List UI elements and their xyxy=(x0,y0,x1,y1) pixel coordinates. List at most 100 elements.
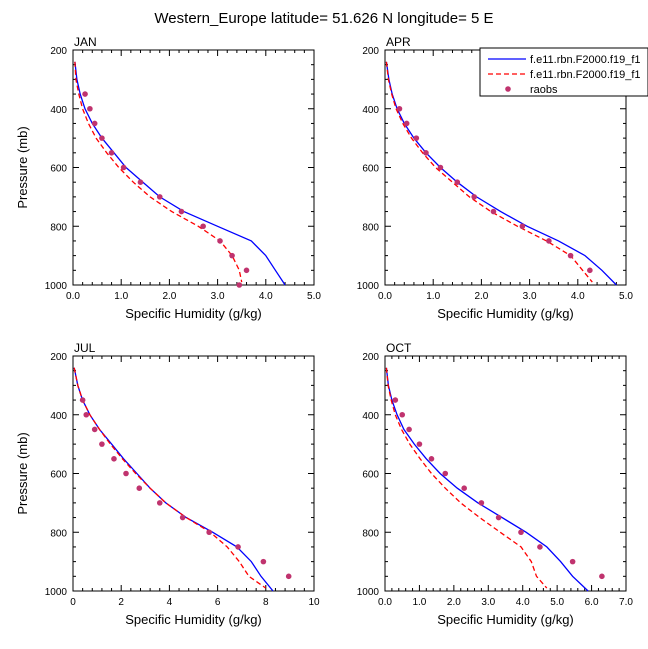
model-line-dashed xyxy=(73,367,267,589)
y-tick-label: 200 xyxy=(50,46,67,57)
raobs-point xyxy=(235,544,241,550)
legend-label: f.e11.rbn.F2000.f19_f1 xyxy=(530,69,641,81)
y-tick-label: 1000 xyxy=(45,587,68,598)
x-tick-label: 7.0 xyxy=(619,597,633,608)
x-axis-label: Specific Humidity (g/kg) xyxy=(125,306,262,321)
raobs-point xyxy=(79,397,86,403)
raobs-point xyxy=(413,135,420,141)
x-tick-label: 2 xyxy=(118,597,124,608)
plot-frame xyxy=(72,49,315,286)
model-line-dashed xyxy=(385,367,548,589)
x-tick-label: 0.0 xyxy=(378,291,392,302)
model-line-solid xyxy=(74,61,286,286)
model-line-dashed xyxy=(385,61,593,283)
raobs-point xyxy=(200,223,206,230)
x-axis-label: Specific Humidity (g/kg) xyxy=(125,612,262,627)
x-tick-label: 5.0 xyxy=(307,291,321,302)
raobs-point xyxy=(243,267,250,274)
raobs-point xyxy=(461,485,467,491)
plot-frame xyxy=(384,355,627,592)
raobs-point xyxy=(206,529,212,536)
x-axis-label: Specific Humidity (g/kg) xyxy=(437,306,574,321)
raobs-point xyxy=(285,573,292,580)
raobs-point xyxy=(392,397,399,403)
raobs-point xyxy=(91,120,98,127)
raobs-point xyxy=(437,164,444,171)
raobs-point xyxy=(399,411,406,418)
raobs-point xyxy=(599,573,605,580)
x-tick-label: 2.0 xyxy=(474,291,488,302)
x-tick-label: 6 xyxy=(215,597,221,608)
plot-frame xyxy=(72,355,315,592)
x-tick-label: 8 xyxy=(263,597,269,608)
x-tick-label: 4 xyxy=(167,597,173,608)
raobs-point xyxy=(396,105,403,112)
y-axis-label: Pressure (mb) xyxy=(15,432,30,514)
y-tick-label: 400 xyxy=(50,105,67,116)
y-tick-label: 800 xyxy=(50,528,67,539)
raobs-point xyxy=(518,529,524,536)
raobs-point xyxy=(87,105,93,112)
y-tick-label: 800 xyxy=(362,528,379,539)
raobs-point xyxy=(156,500,163,506)
y-tick-label: 400 xyxy=(50,411,67,422)
panel-label: JUL xyxy=(74,341,96,355)
raobs-point xyxy=(478,500,485,506)
x-tick-label: 5.0 xyxy=(619,291,633,302)
raobs-point xyxy=(120,164,127,171)
raobs-point xyxy=(136,485,143,491)
raobs-point xyxy=(260,558,267,565)
raobs-point xyxy=(123,470,129,477)
y-tick-label: 400 xyxy=(362,411,379,422)
x-tick-label: 0.0 xyxy=(378,597,392,608)
x-tick-label: 1.0 xyxy=(114,291,128,302)
raobs-point xyxy=(495,514,502,521)
legend-marker xyxy=(505,86,511,92)
panel-label: OCT xyxy=(386,341,412,355)
raobs-point xyxy=(137,179,144,185)
x-tick-label: 3.0 xyxy=(523,291,537,302)
raobs-point xyxy=(91,426,98,433)
x-tick-label: 4.0 xyxy=(516,597,530,608)
y-tick-label: 1000 xyxy=(357,281,380,292)
raobs-point xyxy=(490,208,497,215)
raobs-point xyxy=(416,441,423,447)
x-tick-label: 4.0 xyxy=(259,291,273,302)
y-tick-label: 800 xyxy=(50,222,67,233)
x-tick-label: 0 xyxy=(70,597,76,608)
raobs-point xyxy=(428,456,435,462)
y-axis-label: Pressure (mb) xyxy=(15,126,30,208)
model-line-dashed xyxy=(74,61,243,283)
y-tick-label: 1000 xyxy=(357,587,380,598)
x-axis-label: Specific Humidity (g/kg) xyxy=(437,612,574,627)
x-tick-label: 2.0 xyxy=(447,597,461,608)
raobs-point xyxy=(423,150,429,156)
y-tick-label: 200 xyxy=(362,46,379,57)
y-tick-label: 400 xyxy=(362,105,379,116)
raobs-point xyxy=(111,456,117,462)
x-tick-label: 3.0 xyxy=(211,291,225,302)
raobs-point xyxy=(454,179,461,185)
x-tick-label: 1.0 xyxy=(412,597,426,608)
legend: f.e11.rbn.F2000.f19_f1 f.e11.rbn.F2000.f1… xyxy=(479,47,648,97)
raobs-point xyxy=(156,194,163,200)
raobs-point xyxy=(108,150,115,156)
model-line-solid xyxy=(385,367,589,592)
raobs-point xyxy=(229,252,235,259)
raobs-point xyxy=(178,208,185,215)
y-tick-label: 200 xyxy=(50,352,67,363)
y-tick-label: 600 xyxy=(362,470,379,481)
model-line-solid xyxy=(385,61,617,286)
y-tick-label: 200 xyxy=(362,352,379,363)
raobs-point xyxy=(82,91,88,97)
raobs-point xyxy=(569,558,576,565)
raobs-point xyxy=(83,411,90,418)
raobs-point xyxy=(519,223,526,230)
raobs-point xyxy=(236,282,243,288)
x-tick-label: 4.0 xyxy=(571,291,585,302)
raobs-point xyxy=(403,120,410,127)
